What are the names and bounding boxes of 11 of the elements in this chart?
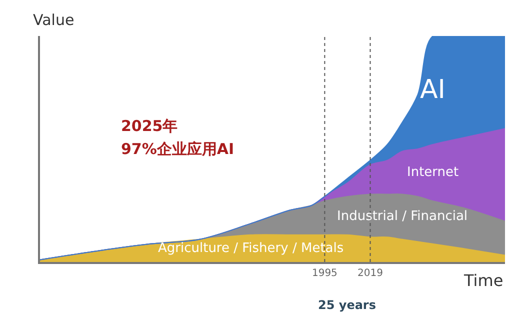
series-label: Agriculture / Fishery / Metals bbox=[158, 241, 344, 256]
x-tick-label: 2019 bbox=[358, 268, 383, 279]
x-axis-title: Time bbox=[463, 271, 504, 290]
series-label: Internet bbox=[407, 165, 459, 180]
annotation: 97%企业应用AI bbox=[121, 140, 234, 158]
annotation: 2025年 bbox=[121, 117, 178, 135]
x-tick-label: 1995 bbox=[312, 268, 338, 279]
y-axis-title: Value bbox=[33, 11, 74, 29]
text: 25 years bbox=[318, 298, 376, 312]
series-label: Industrial / Financial bbox=[337, 209, 468, 224]
series-label: AI bbox=[420, 75, 446, 105]
